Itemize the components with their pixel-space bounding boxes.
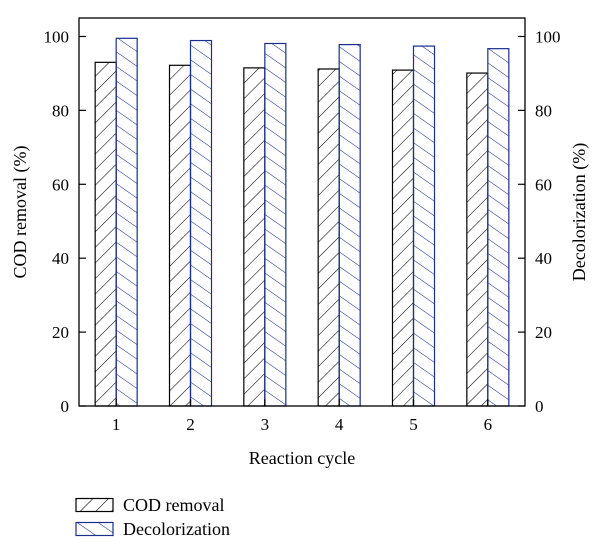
plot-frame — [78, 17, 526, 407]
x-axis-title: Reaction cycle — [249, 448, 355, 468]
legend-label-decolorization: Decolorization — [123, 519, 230, 539]
bar-cod-removal-cycle-5 — [391, 69, 415, 407]
x-tick-label-3: 3 — [261, 415, 270, 434]
bars-layer — [94, 37, 510, 407]
bar-cod-removal-cycle-6 — [466, 72, 489, 407]
bar-cod-removal-cycle-2 — [168, 64, 192, 407]
bar-decolorization-cycle-4 — [338, 44, 361, 407]
x-tick-label-4: 4 — [335, 415, 344, 434]
y-right-tick-label-60: 60 — [535, 175, 552, 194]
legend-swatch-decolorization — [75, 521, 114, 537]
legend: COD removal Decolorization — [75, 495, 230, 539]
bar-decolorization-cycle-5 — [412, 45, 436, 407]
legend-label-cod-removal: COD removal — [123, 495, 224, 515]
bar-decolorization-cycle-3 — [264, 42, 287, 407]
y-left-tick-label-100: 100 — [44, 27, 70, 46]
x-tick-label-2: 2 — [186, 415, 195, 434]
labels-layer: Reaction cycle COD removal (%) Decoloriz… — [10, 143, 590, 468]
y-left-tick-label-20: 20 — [52, 323, 69, 342]
bar-cod-removal-cycle-3 — [243, 67, 266, 407]
y-right-tick-label-40: 40 — [535, 249, 552, 268]
y-right-tick-label-20: 20 — [535, 323, 552, 342]
y-right-tick-label-80: 80 — [535, 101, 552, 120]
x-tick-label-5: 5 — [409, 415, 418, 434]
bar-decolorization-cycle-2 — [189, 39, 213, 407]
x-tick-label-1: 1 — [112, 415, 121, 434]
bar-cod-removal-cycle-4 — [317, 68, 340, 407]
y-right-tick-label-100: 100 — [535, 27, 561, 46]
y-axis-left-title: COD removal (%) — [10, 146, 31, 279]
bar-decolorization-cycle-6 — [487, 48, 510, 407]
y-right-tick-label-0: 0 — [535, 397, 544, 416]
legend-swatch-cod-removal — [75, 497, 114, 513]
bar-cod-removal-cycle-1 — [94, 61, 117, 407]
axes-layer: 0 0 20 20 40 40 60 60 80 80 100 100 1 2 3 4 5 6 — [44, 17, 561, 434]
y-axis-right-title: Decolorization (%) — [569, 143, 590, 281]
bar-decolorization-cycle-1 — [115, 37, 138, 407]
y-left-tick-label-0: 0 — [61, 397, 70, 416]
y-left-tick-label-40: 40 — [52, 249, 69, 268]
y-left-tick-label-80: 80 — [52, 101, 69, 120]
x-tick-label-6: 6 — [484, 415, 493, 434]
y-left-tick-label-60: 60 — [52, 175, 69, 194]
